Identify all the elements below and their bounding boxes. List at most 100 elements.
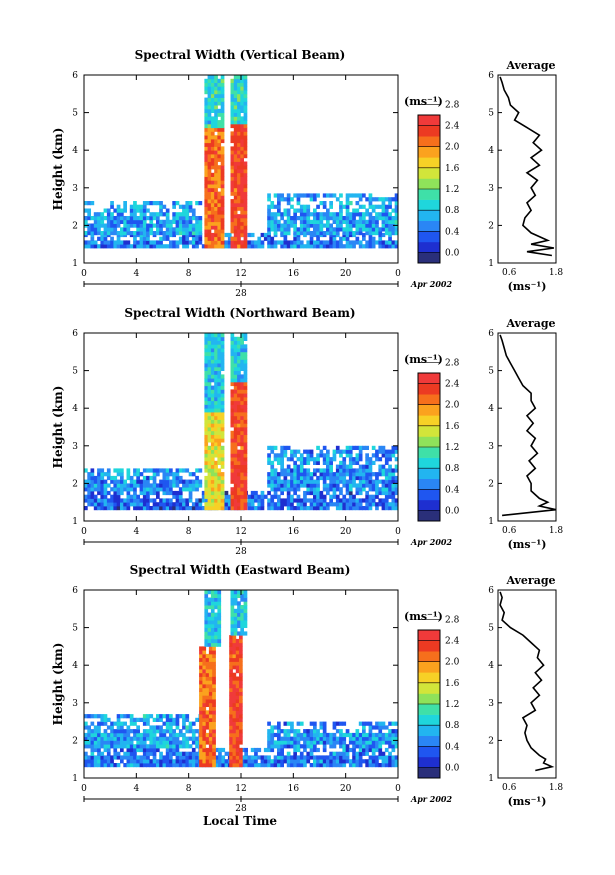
- heatmap-cell: [394, 490, 399, 496]
- heatmap-cell: [136, 468, 140, 473]
- heatmap-cell: [240, 449, 244, 454]
- heatmap-cell: [205, 736, 210, 741]
- heatmap-cell: [210, 105, 215, 110]
- heatmap-cell: [136, 732, 140, 738]
- heatmap-cell: [237, 623, 241, 628]
- heatmap-cell: [270, 204, 275, 209]
- heatmap-cell: [309, 457, 314, 462]
- heatmap-cell: [210, 487, 215, 492]
- y-tick-label: 3: [72, 442, 78, 452]
- heatmap-cell: [240, 498, 244, 503]
- heatmap-cell: [263, 494, 268, 499]
- heatmap-cell: [233, 244, 238, 249]
- heatmap-cell: [87, 755, 91, 760]
- heatmap-cell: [247, 232, 252, 238]
- heatmap-cell: [123, 744, 127, 749]
- heatmap-cell: [97, 244, 101, 249]
- heatmap-cell: [205, 661, 210, 666]
- heatmap-cell: [229, 747, 233, 753]
- heatmap-cell: [93, 227, 98, 232]
- heatmap-cell: [355, 236, 360, 241]
- heatmap-cell: [237, 370, 241, 375]
- heatmap-cell: [243, 370, 248, 375]
- heatmap-cell: [214, 590, 218, 595]
- heatmap-cell: [106, 759, 111, 764]
- heatmap-cell: [146, 479, 150, 484]
- heatmap-cell: [371, 763, 376, 768]
- heatmap-cell: [233, 590, 238, 595]
- heatmap-cell: [378, 244, 383, 249]
- heatmap-cell: [208, 646, 213, 651]
- heatmap-cell: [368, 240, 373, 245]
- heatmap-cell: [237, 240, 241, 245]
- heatmap-cell: [182, 204, 186, 209]
- heatmap-cell: [286, 472, 291, 477]
- profile-line: [499, 76, 555, 257]
- heatmap-cell: [214, 351, 218, 356]
- heatmap-cell: [358, 197, 363, 202]
- heatmap-cell: [217, 206, 222, 211]
- heatmap-cell: [326, 212, 330, 217]
- heatmap-cell: [299, 736, 304, 741]
- heatmap-cell: [172, 506, 176, 511]
- heatmap-cell: [214, 146, 218, 151]
- heatmap-cell: [322, 204, 327, 209]
- colorbar-swatch: [418, 468, 440, 479]
- heatmap-cell: [152, 223, 157, 228]
- heatmap-cell: [204, 138, 209, 144]
- heatmap-cell: [378, 751, 383, 756]
- heatmap-cell: [90, 747, 95, 753]
- heatmap-cell: [243, 374, 248, 379]
- heatmap-cell: [232, 747, 237, 753]
- heatmap-cell: [233, 157, 238, 162]
- heatmap-cell: [345, 193, 350, 198]
- heatmap-cell: [348, 483, 353, 488]
- heatmap-cell: [230, 206, 235, 211]
- heatmap-cell: [267, 231, 271, 236]
- heatmap-cell: [290, 240, 294, 245]
- heatmap-cell: [202, 653, 207, 659]
- heatmap-cell: [207, 101, 212, 106]
- heatmap-cell: [93, 212, 98, 217]
- heatmap-cell: [201, 244, 206, 249]
- heatmap-cell: [191, 216, 196, 221]
- heatmap-cell: [233, 400, 238, 405]
- heatmap-cell: [103, 494, 108, 499]
- heatmap-cell: [375, 212, 379, 217]
- heatmap-cell: [299, 212, 304, 217]
- heatmap-cell: [240, 180, 244, 185]
- heatmap-cell: [210, 389, 215, 394]
- heatmap-cell: [195, 475, 199, 481]
- heatmap-cell: [348, 460, 353, 465]
- heatmap-cell: [204, 157, 209, 162]
- heatmap-cell: [303, 494, 307, 499]
- heatmap-cell: [240, 442, 244, 447]
- heatmap-cell: [84, 201, 88, 206]
- heatmap-cell: [233, 438, 238, 443]
- heatmap-cell: [388, 483, 392, 488]
- heatmap-cell: [233, 184, 238, 189]
- heatmap-cell: [237, 97, 241, 102]
- heatmap-cell: [172, 204, 176, 209]
- heatmap-cell: [93, 502, 98, 507]
- panel-2: Spectral Width (Northward Beam)0 4 8 12 16 20…: [51, 306, 563, 557]
- heatmap-cell: [175, 763, 180, 768]
- heatmap-cell: [250, 240, 255, 245]
- heatmap-cell: [230, 108, 235, 113]
- heatmap-cell: [212, 736, 216, 741]
- heatmap-cell: [123, 751, 127, 756]
- heatmap-cell: [120, 498, 124, 503]
- heatmap-cell: [306, 472, 311, 477]
- heatmap-cell: [220, 225, 225, 230]
- heatmap-cell: [391, 197, 396, 202]
- heatmap-cell: [232, 661, 237, 666]
- heatmap-cell: [156, 231, 160, 236]
- heatmap-cell: [207, 590, 212, 595]
- heatmap-cell: [139, 223, 144, 228]
- heatmap-cell: [217, 460, 222, 465]
- heatmap-cell: [326, 502, 330, 507]
- heatmap-cell: [207, 612, 212, 617]
- heatmap-cell: [230, 116, 235, 121]
- heatmap-cell: [169, 472, 173, 477]
- heatmap-cell: [202, 717, 207, 722]
